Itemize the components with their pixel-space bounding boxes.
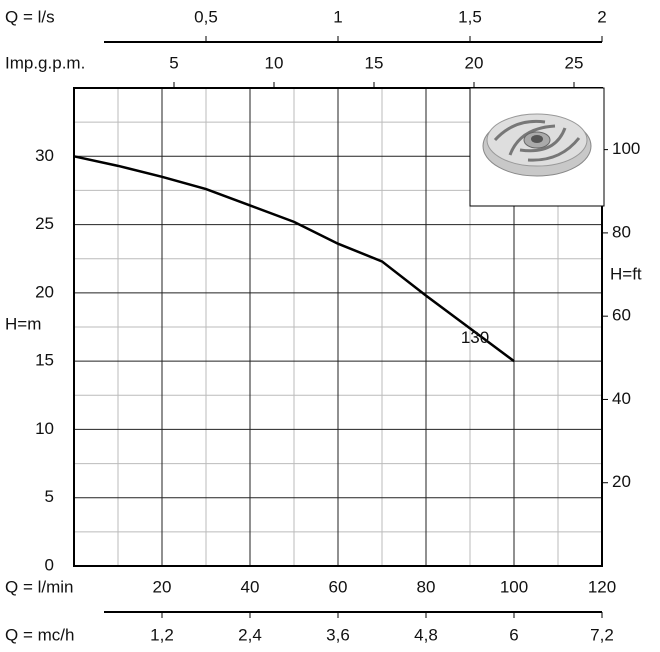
y2-tick-label: 80 xyxy=(612,222,631,241)
extra-axis-label: Imp.g.p.m. xyxy=(5,53,85,72)
extra-axis-tick-label: 5 xyxy=(169,53,178,72)
y2-tick-label: 100 xyxy=(612,139,640,158)
curve-label: 130 xyxy=(461,328,489,347)
extra-axis-tick-label: 6 xyxy=(509,625,518,644)
extra-axis-tick-label: 7,2 xyxy=(590,625,614,644)
y2-tick-label: 40 xyxy=(612,389,631,408)
y2-axis-label: H=ft xyxy=(610,264,642,283)
extra-axis-label: Q = l/s xyxy=(5,7,55,26)
extra-axis-tick-label: 1,5 xyxy=(458,7,482,26)
extra-axis-tick-label: 1,2 xyxy=(150,625,174,644)
y-tick-label: 10 xyxy=(35,419,54,438)
x-axis-label: Q = l/min xyxy=(5,577,74,596)
y2-tick-label: 20 xyxy=(612,472,631,491)
x-tick-label: 20 xyxy=(153,577,172,596)
y-tick-label: 0 xyxy=(45,555,54,574)
x-tick-label: 60 xyxy=(329,577,348,596)
y-axis-label: H=m xyxy=(5,314,41,333)
y-tick-label: 20 xyxy=(35,282,54,301)
extra-axis-tick-label: 15 xyxy=(365,53,384,72)
y-tick-label: 30 xyxy=(35,146,54,165)
x-tick-label: 100 xyxy=(500,577,528,596)
extra-axis-tick-label: 20 xyxy=(465,53,484,72)
extra-axis-tick-label: 1 xyxy=(333,7,342,26)
extra-axis-tick-label: 3,6 xyxy=(326,625,350,644)
extra-axis-tick-label: 4,8 xyxy=(414,625,438,644)
extra-axis-tick-label: 2,4 xyxy=(238,625,262,644)
y2-tick-label: 60 xyxy=(612,306,631,325)
plot-frame xyxy=(73,87,603,567)
impeller-inset xyxy=(469,87,605,207)
x-tick-label: 120 xyxy=(588,577,616,596)
x-tick-label: 80 xyxy=(417,577,436,596)
extra-axis-tick-label: 25 xyxy=(565,53,584,72)
x-tick-label: 40 xyxy=(241,577,260,596)
extra-axis-label: Q = mc/h xyxy=(5,625,74,644)
y-tick-label: 25 xyxy=(35,214,54,233)
y-tick-label: 5 xyxy=(45,487,54,506)
y-tick-label: 15 xyxy=(35,351,54,370)
extra-axis-tick-label: 10 xyxy=(265,53,284,72)
extra-axis-tick-label: 0,5 xyxy=(194,7,218,26)
curve xyxy=(73,155,515,363)
extra-axis-tick-label: 2 xyxy=(597,7,606,26)
